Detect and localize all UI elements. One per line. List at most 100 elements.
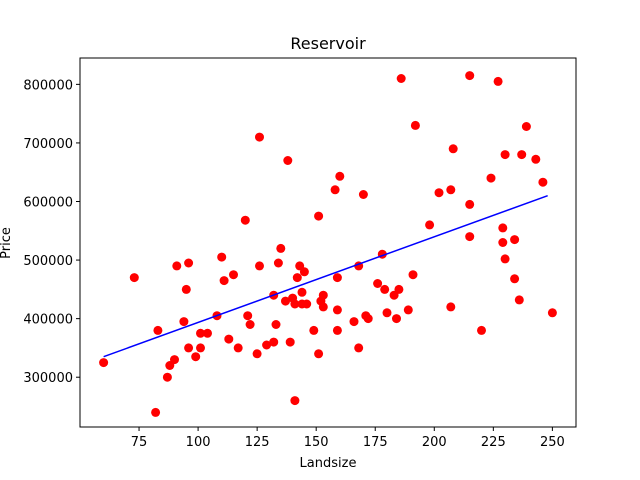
data-point (229, 270, 238, 280)
data-point (408, 270, 418, 280)
data-point (446, 302, 456, 312)
data-point (269, 337, 279, 347)
data-point (184, 258, 194, 268)
data-point (498, 223, 508, 233)
data-point (196, 328, 205, 338)
y-tick-label: 800000 (23, 78, 73, 93)
data-point (363, 314, 373, 324)
data-point (224, 334, 234, 344)
data-point (285, 337, 295, 347)
data-point (309, 325, 319, 335)
data-point (151, 407, 161, 417)
y-tick-label: 700000 (23, 137, 73, 152)
data-point (465, 199, 475, 209)
y-axis: 300000 400000 500000 600000 700000 800000 (23, 78, 80, 386)
data-point (498, 238, 508, 247)
x-axis: 75 100 125 150 175 200 225 250 (131, 427, 565, 450)
data-point (271, 320, 281, 329)
axes-frame (79, 57, 577, 428)
data-point (521, 122, 531, 131)
data-point (332, 273, 342, 283)
data-point (531, 154, 541, 164)
data-point (394, 284, 404, 294)
data-point (240, 215, 250, 225)
data-point (302, 299, 312, 309)
data-point (493, 76, 503, 86)
data-point (514, 295, 524, 305)
data-point (538, 177, 548, 187)
data-point (283, 156, 293, 165)
data-point (358, 190, 368, 199)
plot-area (99, 71, 557, 417)
data-point (243, 311, 253, 321)
data-point (290, 299, 300, 309)
data-point (172, 261, 182, 271)
y-tick-label: 600000 (23, 196, 73, 211)
data-point (373, 279, 383, 288)
data-point (262, 340, 272, 350)
data-point (354, 343, 364, 353)
data-point (403, 305, 413, 315)
data-point (410, 120, 420, 130)
x-tick-label: 250 (540, 435, 565, 450)
data-point (196, 343, 205, 353)
data-point (380, 284, 390, 294)
data-point (233, 343, 243, 353)
data-point (170, 355, 179, 365)
y-tick-label: 500000 (23, 254, 73, 269)
data-point (349, 317, 359, 327)
data-point (335, 171, 345, 181)
data-point (255, 132, 264, 142)
x-tick-label: 175 (363, 435, 388, 450)
data-point (245, 320, 255, 329)
data-point (273, 258, 283, 268)
data-point (446, 185, 456, 195)
data-point (179, 317, 189, 327)
data-point (255, 261, 264, 271)
y-tick-label: 400000 (23, 313, 73, 328)
data-point (425, 220, 435, 230)
data-point (219, 276, 229, 286)
data-point (332, 325, 342, 335)
data-point (486, 173, 496, 183)
data-point (396, 74, 406, 83)
data-point (465, 71, 475, 81)
data-point (477, 325, 486, 335)
data-point (191, 352, 201, 362)
data-point (500, 254, 510, 264)
chart-title: Reservoir (290, 34, 366, 53)
data-point (382, 308, 392, 318)
data-point (392, 314, 401, 324)
data-point (517, 150, 527, 160)
data-point (510, 235, 520, 245)
data-point (184, 343, 194, 353)
x-tick-label: 125 (245, 435, 270, 450)
data-point (318, 302, 328, 312)
data-point (448, 144, 458, 154)
x-tick-label: 150 (304, 435, 329, 450)
data-point (153, 325, 163, 335)
data-point (290, 396, 300, 406)
data-point (299, 267, 309, 277)
data-point (314, 211, 324, 221)
x-axis-label: Landsize (300, 456, 357, 471)
data-point (297, 287, 307, 297)
data-point (500, 150, 510, 160)
data-point (252, 349, 262, 359)
data-point (292, 273, 302, 283)
data-point (276, 243, 286, 253)
x-tick-label: 225 (481, 435, 506, 450)
x-tick-label: 100 (186, 435, 211, 450)
data-point (547, 308, 557, 318)
data-point (510, 274, 520, 284)
data-point (99, 358, 109, 368)
data-point (314, 349, 324, 359)
x-tick-label: 75 (131, 435, 148, 450)
data-point (181, 284, 191, 294)
data-point (217, 252, 227, 262)
data-point (332, 305, 342, 315)
x-tick-label: 200 (422, 435, 447, 450)
data-point (203, 328, 212, 338)
data-point (330, 185, 340, 195)
